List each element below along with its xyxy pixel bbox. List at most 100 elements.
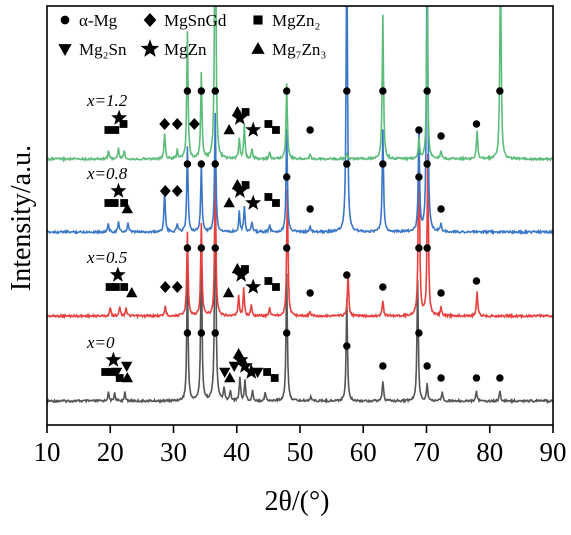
phase-marker-circle xyxy=(306,205,314,213)
phase-marker-triangle-up xyxy=(222,287,235,298)
phase-marker-diamond xyxy=(159,185,171,197)
phase-marker-square xyxy=(241,265,249,273)
phase-marker-square xyxy=(264,277,273,285)
series-label: x=0 xyxy=(86,333,115,352)
x-tick-label: 20 xyxy=(97,437,124,467)
phase-marker-square xyxy=(241,108,250,116)
legend-label: MgZn xyxy=(164,40,207,59)
phase-marker-circle xyxy=(437,205,445,213)
phase-marker-circle xyxy=(183,160,192,168)
legend-label: Mg₂Sn xyxy=(79,40,127,59)
phase-marker-circle xyxy=(183,329,192,337)
legend-symbol-triangle-up xyxy=(251,42,265,54)
series-line-x=0 xyxy=(47,161,553,405)
phase-marker-star xyxy=(232,351,249,367)
phase-marker-circle xyxy=(343,342,351,350)
phase-marker-circle xyxy=(282,87,291,95)
phase-marker-square xyxy=(272,283,280,291)
legend-symbol-square xyxy=(253,15,263,25)
phase-marker-triangle-up xyxy=(126,287,138,298)
phase-marker-star xyxy=(231,182,248,198)
phase-marker-circle xyxy=(437,132,445,140)
x-tick-label: 40 xyxy=(223,437,250,467)
x-tick-label: 80 xyxy=(476,437,503,467)
phase-marker-circle xyxy=(496,87,504,95)
series-line-x=0.5 xyxy=(47,128,553,320)
phase-marker-square xyxy=(120,199,129,207)
phase-marker-diamond xyxy=(188,118,200,130)
phase-marker-triangle-down xyxy=(219,367,231,378)
phase-marker-triangle-up xyxy=(223,197,235,208)
phase-marker-circle xyxy=(183,87,192,95)
phase-marker-circle xyxy=(282,173,291,181)
phase-marker-square xyxy=(120,283,129,291)
phase-marker-circle xyxy=(415,329,423,337)
phase-marker-circle xyxy=(437,289,445,297)
phase-marker-star xyxy=(105,351,122,367)
phase-marker-circle xyxy=(379,160,387,168)
legend: α-Mg MgSnGd MgZn₂ Mg₂Sn MgZn Mg₇Zn₃ xyxy=(58,11,326,59)
phase-marker-diamond xyxy=(159,281,171,293)
phase-marker-circle xyxy=(197,160,206,168)
phase-marker-square xyxy=(272,126,280,134)
phase-marker-star xyxy=(245,194,262,210)
phase-marker-circle xyxy=(423,87,431,95)
legend-label: α-Mg xyxy=(79,11,118,30)
phase-marker-diamond xyxy=(159,118,171,130)
phase-marker-circle xyxy=(415,173,423,181)
legend-symbol-circle xyxy=(60,15,70,25)
phase-marker-star xyxy=(236,357,253,373)
phase-marker-square xyxy=(112,283,120,291)
phase-marker-square xyxy=(105,283,114,291)
series-label: x=0.5 xyxy=(86,248,127,267)
x-tick-label: 60 xyxy=(350,437,377,467)
phase-marker-square xyxy=(115,374,124,382)
phase-marker-circle xyxy=(472,120,481,128)
phase-marker-star xyxy=(111,109,128,125)
phase-marker-circle xyxy=(306,126,314,134)
series-label: x=0.8 xyxy=(86,164,128,183)
phase-marker-circle xyxy=(282,329,291,337)
phase-marker-triangle-down xyxy=(120,361,133,372)
phase-marker-triangle-up xyxy=(224,372,236,383)
x-axis-title: 2θ/(°) xyxy=(264,486,329,517)
phase-marker-circle xyxy=(197,329,206,337)
phase-marker-circle xyxy=(423,160,431,168)
phase-marker-circle xyxy=(415,126,423,134)
legend-symbol-triangle-down xyxy=(58,44,72,56)
legend-symbol-star xyxy=(140,39,160,57)
marker-layer xyxy=(101,87,504,383)
phase-marker-square xyxy=(272,199,280,207)
phase-marker-square xyxy=(241,181,250,189)
series-line-x=1.2 xyxy=(47,6,553,163)
phase-marker-circle xyxy=(197,244,206,252)
phase-marker-diamond xyxy=(171,281,183,293)
phase-marker-star xyxy=(243,363,260,379)
phase-marker-square xyxy=(270,374,279,382)
phase-marker-diamond xyxy=(171,185,183,197)
phase-marker-circle xyxy=(343,87,351,95)
legend-label: MgZn₂ xyxy=(272,11,320,30)
phase-marker-star xyxy=(233,266,250,282)
phase-marker-circle xyxy=(211,329,219,337)
legend-symbol-diamond xyxy=(143,13,157,27)
phase-marker-triangle-up xyxy=(223,124,235,135)
phase-marker-circle xyxy=(423,362,431,370)
phase-marker-circle xyxy=(211,87,219,95)
phase-marker-star xyxy=(245,121,262,137)
phase-marker-circle xyxy=(211,244,219,252)
x-tick-label: 30 xyxy=(160,437,187,467)
phase-marker-circle xyxy=(437,374,445,382)
phase-marker-triangle-up xyxy=(232,348,245,359)
x-tick-label: 70 xyxy=(413,437,440,467)
x-tick-label: 50 xyxy=(287,437,314,467)
phase-marker-square xyxy=(111,126,120,134)
phase-marker-star xyxy=(110,182,127,198)
y-axis-title: Intensity/a.u. xyxy=(6,145,37,291)
x-tick-label: 10 xyxy=(34,437,61,467)
phase-marker-square xyxy=(264,193,273,201)
phase-marker-circle xyxy=(343,271,351,279)
legend-label: Mg₇Zn₃ xyxy=(272,40,326,59)
